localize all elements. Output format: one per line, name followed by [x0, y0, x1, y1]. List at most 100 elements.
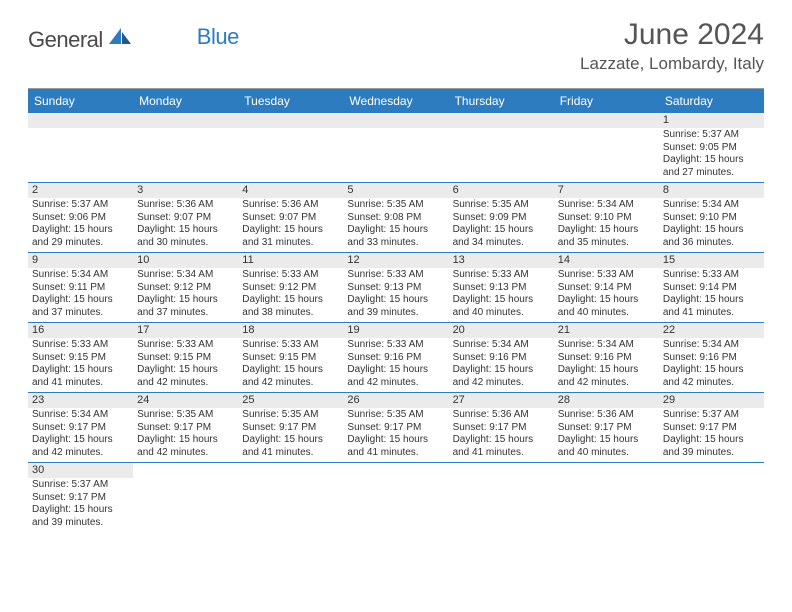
day-cell [343, 463, 448, 532]
daylight-line: Daylight: 15 hours and 38 minutes. [242, 294, 339, 319]
week-row: 9Sunrise: 5:34 AMSunset: 9:11 PMDaylight… [28, 253, 764, 323]
day-cell [449, 113, 554, 182]
daylight-line: Daylight: 15 hours and 42 minutes. [137, 364, 234, 389]
day-number [28, 113, 133, 128]
day-body [28, 128, 133, 178]
sunset-line: Sunset: 9:17 PM [347, 422, 444, 435]
day-cell [554, 113, 659, 182]
day-cell [449, 463, 554, 532]
day-body: Sunrise: 5:37 AMSunset: 9:17 PMDaylight:… [28, 478, 133, 532]
daylight-line: Daylight: 15 hours and 31 minutes. [242, 224, 339, 249]
day-body: Sunrise: 5:36 AMSunset: 9:07 PMDaylight:… [133, 198, 238, 252]
daylight-line: Daylight: 15 hours and 41 minutes. [663, 294, 760, 319]
day-body [343, 478, 448, 528]
dow-cell: Monday [133, 89, 238, 113]
day-cell: 7Sunrise: 5:34 AMSunset: 9:10 PMDaylight… [554, 183, 659, 252]
sunrise-line: Sunrise: 5:36 AM [242, 199, 339, 212]
day-number [238, 463, 343, 478]
day-cell [28, 113, 133, 182]
week-row: 30Sunrise: 5:37 AMSunset: 9:17 PMDayligh… [28, 463, 764, 532]
day-cell: 4Sunrise: 5:36 AMSunset: 9:07 PMDaylight… [238, 183, 343, 252]
day-number: 5 [343, 183, 448, 198]
day-body: Sunrise: 5:34 AMSunset: 9:10 PMDaylight:… [554, 198, 659, 252]
dow-cell: Wednesday [343, 89, 448, 113]
day-body: Sunrise: 5:33 AMSunset: 9:15 PMDaylight:… [238, 338, 343, 392]
dow-cell: Friday [554, 89, 659, 113]
daylight-line: Daylight: 15 hours and 39 minutes. [347, 294, 444, 319]
dow-row: SundayMondayTuesdayWednesdayThursdayFrid… [28, 89, 764, 113]
day-cell: 8Sunrise: 5:34 AMSunset: 9:10 PMDaylight… [659, 183, 764, 252]
logo: General Blue [28, 26, 239, 53]
sunset-line: Sunset: 9:12 PM [242, 282, 339, 295]
sunset-line: Sunset: 9:17 PM [453, 422, 550, 435]
day-body: Sunrise: 5:34 AMSunset: 9:11 PMDaylight:… [28, 268, 133, 322]
week-row: 23Sunrise: 5:34 AMSunset: 9:17 PMDayligh… [28, 393, 764, 463]
day-cell: 20Sunrise: 5:34 AMSunset: 9:16 PMDayligh… [449, 323, 554, 392]
day-cell: 27Sunrise: 5:36 AMSunset: 9:17 PMDayligh… [449, 393, 554, 462]
sunset-line: Sunset: 9:15 PM [137, 352, 234, 365]
sunset-line: Sunset: 9:10 PM [663, 212, 760, 225]
day-number: 6 [449, 183, 554, 198]
sunrise-line: Sunrise: 5:33 AM [663, 269, 760, 282]
sunrise-line: Sunrise: 5:34 AM [558, 199, 655, 212]
daylight-line: Daylight: 15 hours and 33 minutes. [347, 224, 444, 249]
sunrise-line: Sunrise: 5:35 AM [242, 409, 339, 422]
sunrise-line: Sunrise: 5:33 AM [32, 339, 129, 352]
sunrise-line: Sunrise: 5:34 AM [558, 339, 655, 352]
daylight-line: Daylight: 15 hours and 42 minutes. [347, 364, 444, 389]
day-number: 23 [28, 393, 133, 408]
sunset-line: Sunset: 9:15 PM [32, 352, 129, 365]
daylight-line: Daylight: 15 hours and 29 minutes. [32, 224, 129, 249]
daylight-line: Daylight: 15 hours and 27 minutes. [663, 154, 760, 179]
day-number: 21 [554, 323, 659, 338]
day-cell [659, 463, 764, 532]
sunset-line: Sunset: 9:07 PM [137, 212, 234, 225]
day-cell: 13Sunrise: 5:33 AMSunset: 9:13 PMDayligh… [449, 253, 554, 322]
sunrise-line: Sunrise: 5:33 AM [242, 269, 339, 282]
day-body: Sunrise: 5:34 AMSunset: 9:17 PMDaylight:… [28, 408, 133, 462]
sunrise-line: Sunrise: 5:34 AM [453, 339, 550, 352]
day-body [133, 128, 238, 178]
logo-text-blue: Blue [197, 24, 239, 50]
day-number: 22 [659, 323, 764, 338]
day-number: 19 [343, 323, 448, 338]
sunset-line: Sunset: 9:17 PM [663, 422, 760, 435]
weeks-container: 1Sunrise: 5:37 AMSunset: 9:05 PMDaylight… [28, 113, 764, 532]
day-body: Sunrise: 5:33 AMSunset: 9:15 PMDaylight:… [28, 338, 133, 392]
sail-icon [107, 26, 135, 51]
daylight-line: Daylight: 15 hours and 42 minutes. [242, 364, 339, 389]
day-number: 29 [659, 393, 764, 408]
sunset-line: Sunset: 9:17 PM [242, 422, 339, 435]
day-number [343, 463, 448, 478]
day-body: Sunrise: 5:33 AMSunset: 9:13 PMDaylight:… [449, 268, 554, 322]
sunrise-line: Sunrise: 5:34 AM [663, 339, 760, 352]
location: Lazzate, Lombardy, Italy [580, 54, 764, 74]
sunset-line: Sunset: 9:17 PM [32, 422, 129, 435]
sunrise-line: Sunrise: 5:36 AM [558, 409, 655, 422]
day-number: 4 [238, 183, 343, 198]
day-number: 2 [28, 183, 133, 198]
day-cell: 19Sunrise: 5:33 AMSunset: 9:16 PMDayligh… [343, 323, 448, 392]
sunset-line: Sunset: 9:17 PM [32, 492, 129, 505]
day-body: Sunrise: 5:33 AMSunset: 9:12 PMDaylight:… [238, 268, 343, 322]
day-body: Sunrise: 5:34 AMSunset: 9:16 PMDaylight:… [659, 338, 764, 392]
sunset-line: Sunset: 9:16 PM [453, 352, 550, 365]
sunset-line: Sunset: 9:15 PM [242, 352, 339, 365]
day-number: 26 [343, 393, 448, 408]
sunset-line: Sunset: 9:13 PM [347, 282, 444, 295]
day-cell: 25Sunrise: 5:35 AMSunset: 9:17 PMDayligh… [238, 393, 343, 462]
sunrise-line: Sunrise: 5:37 AM [663, 129, 760, 142]
daylight-line: Daylight: 15 hours and 37 minutes. [137, 294, 234, 319]
day-cell: 21Sunrise: 5:34 AMSunset: 9:16 PMDayligh… [554, 323, 659, 392]
sunrise-line: Sunrise: 5:35 AM [137, 409, 234, 422]
day-number: 11 [238, 253, 343, 268]
day-cell [343, 113, 448, 182]
day-number [449, 463, 554, 478]
day-body: Sunrise: 5:33 AMSunset: 9:14 PMDaylight:… [554, 268, 659, 322]
day-number: 17 [133, 323, 238, 338]
daylight-line: Daylight: 15 hours and 42 minutes. [32, 434, 129, 459]
dow-cell: Saturday [659, 89, 764, 113]
sunrise-line: Sunrise: 5:33 AM [558, 269, 655, 282]
day-body [659, 478, 764, 528]
day-cell: 24Sunrise: 5:35 AMSunset: 9:17 PMDayligh… [133, 393, 238, 462]
